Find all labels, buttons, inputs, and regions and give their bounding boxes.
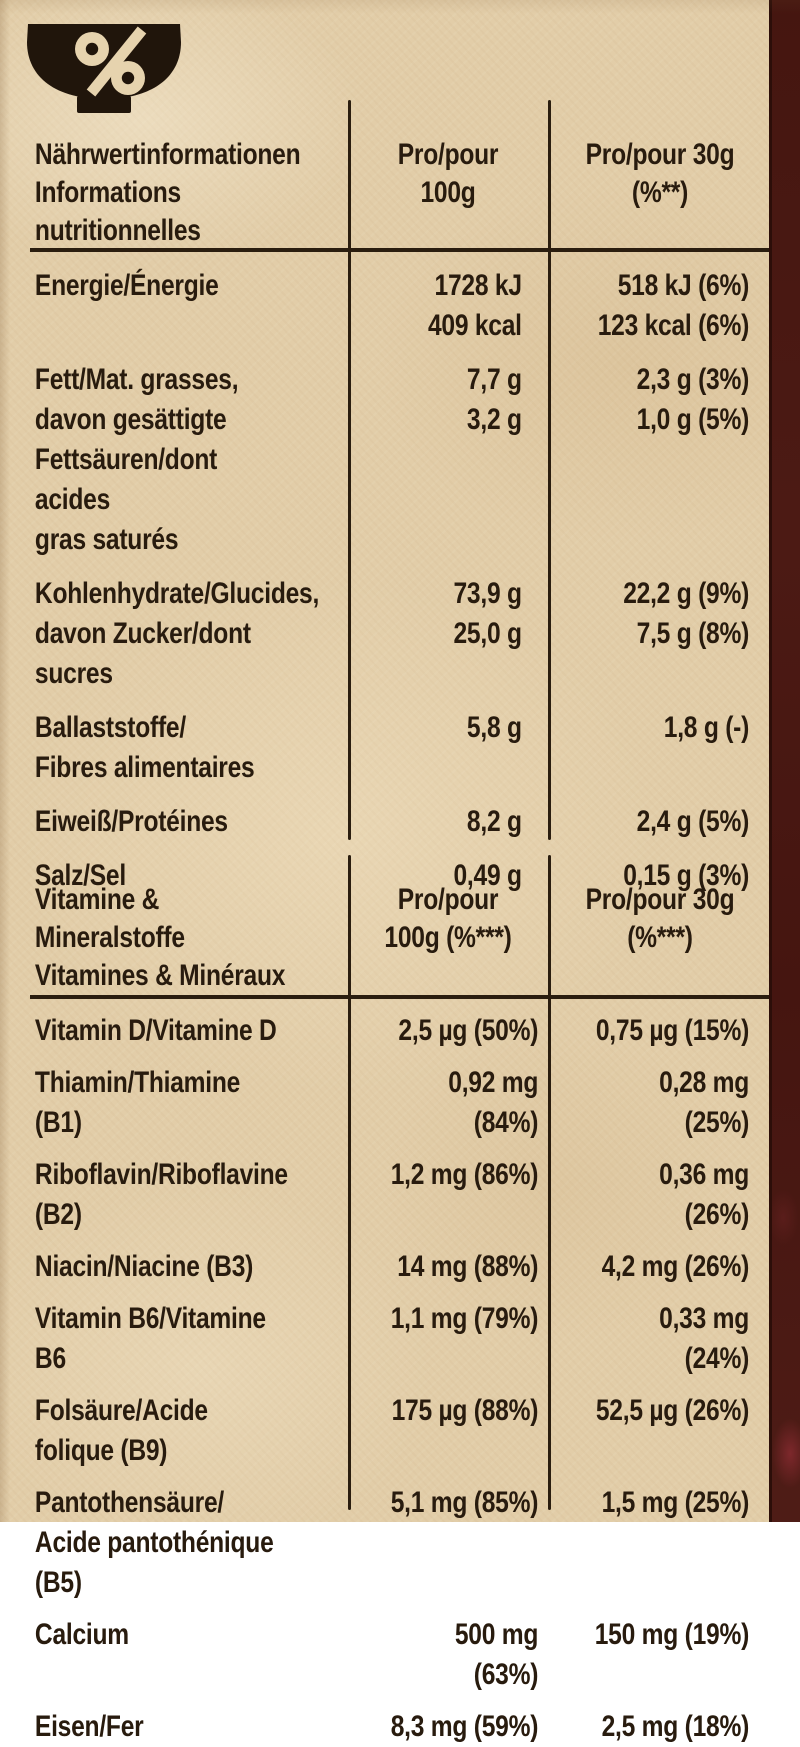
per-30g-value: 150 mg (19%) (594, 1618, 750, 1651)
table-title: Vitamine & Mineralstoffe Vitamines & Min… (34, 883, 286, 992)
per-100g-value: 0,92 mg (84%) (448, 1066, 539, 1139)
per-100g-value: 500 mg (63%) (454, 1618, 539, 1691)
per-30g-value: 2,4 g (5%) (636, 805, 750, 838)
percent-bowl-icon-svg (27, 24, 181, 113)
per-100g-value: 14 mg (88%) (397, 1250, 539, 1283)
percent-bowl-icon (20, 22, 188, 114)
nutrition-table-header: Nährwertinformationen Informations nutri… (30, 100, 772, 252)
row-label: Kohlenhydrate/Glucides, davon Zucker/don… (34, 577, 320, 690)
per-30g-value: 1,5 mg (25%) (601, 1486, 750, 1519)
row-fat: Fett/Mat. grasses, davon gesättigte Fett… (30, 360, 772, 560)
row-protein: Eiweiß/Protéines 8,2 g 2,4 g (5%) (30, 802, 772, 842)
row-niacin: Niacin/Niacine (B3) 14 mg (88%) 4,2 mg (… (30, 1247, 772, 1287)
per-30g-column-header: Pro/pour 30g (%***) (585, 883, 735, 954)
row-vitamin-d: Vitamin D/Vitamine D 2,5 µg (50%) 0,75 µ… (30, 1011, 772, 1051)
per-30g-value: 518 kJ (6%) 123 kcal (6%) (597, 269, 750, 342)
row-label: Energie/Énergie (34, 269, 219, 302)
column-divider-2 (548, 855, 551, 1510)
per-30g-value: 0,15 g (3%) (623, 859, 750, 892)
per-100g-value: 1728 kJ 409 kcal (427, 269, 522, 342)
row-label: Eiweiß/Protéines (34, 805, 228, 838)
per-30g-value: 22,2 g (9%) 7,5 g (8%) (623, 577, 750, 650)
per-100g-value: 175 µg (88%) (391, 1394, 539, 1427)
per-100g-value: 73,9 g 25,0 g (453, 577, 522, 650)
row-label: Vitamin D/Vitamine D (34, 1014, 277, 1047)
per-30g-value: 1,8 g (-) (663, 711, 750, 744)
row-label: Folsäure/Acide folique (B9) (34, 1394, 208, 1467)
row-fibre: Ballaststoffe/ Fibres alimentaires 5,8 g… (30, 708, 772, 788)
row-vitamin-b6: Vitamin B6/Vitamine B6 1,1 mg (79%) 0,33… (30, 1299, 772, 1379)
per-100g-column-header: Pro/pour 100g (397, 138, 499, 209)
row-carbohydrates: Kohlenhydrate/Glucides, davon Zucker/don… (30, 574, 772, 694)
row-label: Fett/Mat. grasses, davon gesättigte Fett… (34, 363, 239, 556)
per-100g-value: 1,1 mg (79%) (390, 1302, 539, 1335)
per-100g-value: 5,8 g (466, 711, 522, 744)
row-label: Thiamin/Thiamine (B1) (34, 1066, 241, 1139)
row-label: Riboflavin/Riboflavine (B2) (34, 1158, 288, 1231)
row-label: Salz/Sel (34, 859, 126, 892)
per-30g-value: 0,36 mg (26%) (659, 1158, 750, 1231)
per-30g-value: 4,2 mg (26%) (601, 1250, 750, 1283)
per-100g-value: 2,5 µg (50%) (398, 1014, 539, 1047)
per-30g-column-header: Pro/pour 30g (%**) (585, 138, 735, 209)
per-30g-value: 2,3 g (3%) 1,0 g (5%) (636, 363, 750, 436)
per-100g-value: 8,2 g (466, 805, 522, 838)
table-title: Nährwertinformationen Informations nutri… (34, 138, 301, 247)
row-label: Niacin/Niacine (B3) (34, 1250, 254, 1283)
row-salt: Salz/Sel 0,49 g 0,15 g (3%) (30, 856, 772, 896)
per-100g-value: 0,49 g (453, 859, 522, 892)
per-30g-value: 2,5 mg (18%) (601, 1710, 750, 1743)
row-energy: Energie/Énergie 1728 kJ 409 kcal 518 kJ … (30, 266, 772, 346)
column-divider-2 (548, 100, 551, 840)
vitamins-table-header: Vitamine & Mineralstoffe Vitamines & Min… (30, 855, 772, 999)
per-100g-column-header: Pro/pour 100g (%***) (384, 883, 512, 954)
package-edge-strip (769, 0, 800, 1522)
row-label: Eisen/Fer (34, 1710, 144, 1743)
row-label: Pantothensäure/ Acide pantothénique (B5) (34, 1486, 274, 1599)
column-divider-1 (348, 855, 351, 1510)
per-100g-value: 1,2 mg (86%) (390, 1158, 539, 1191)
row-pantothenic-acid: Pantothensäure/ Acide pantothénique (B5)… (30, 1483, 772, 1603)
vitamins-minerals-table: Vitamine & Mineralstoffe Vitamines & Min… (30, 855, 772, 1743)
per-30g-value: 0,75 µg (15%) (595, 1014, 750, 1047)
row-label: Ballaststoffe/ Fibres alimentaires (34, 711, 255, 784)
per-100g-value: 7,7 g 3,2 g (466, 363, 522, 436)
per-30g-value: 0,28 mg (25%) (659, 1066, 750, 1139)
per-100g-value: 8,3 mg (59%) (390, 1710, 539, 1743)
row-riboflavin: Riboflavin/Riboflavine (B2) 1,2 mg (86%)… (30, 1155, 772, 1235)
per-30g-value: 0,33 mg (24%) (659, 1302, 750, 1375)
row-iron: Eisen/Fer 8,3 mg (59%) 2,5 mg (18%) (30, 1707, 772, 1747)
row-label: Vitamin B6/Vitamine B6 (34, 1302, 266, 1375)
row-folic-acid: Folsäure/Acide folique (B9) 175 µg (88%)… (30, 1391, 772, 1471)
column-divider-1 (348, 100, 351, 840)
row-label: Calcium (34, 1618, 129, 1651)
row-calcium: Calcium 500 mg (63%) 150 mg (19%) (30, 1615, 772, 1695)
per-30g-value: 52,5 µg (26%) (595, 1394, 750, 1427)
row-thiamin: Thiamin/Thiamine (B1) 0,92 mg (84%) 0,28… (30, 1063, 772, 1143)
nutrition-table: Nährwertinformationen Informations nutri… (30, 100, 772, 892)
per-100g-value: 5,1 mg (85%) (390, 1486, 539, 1519)
